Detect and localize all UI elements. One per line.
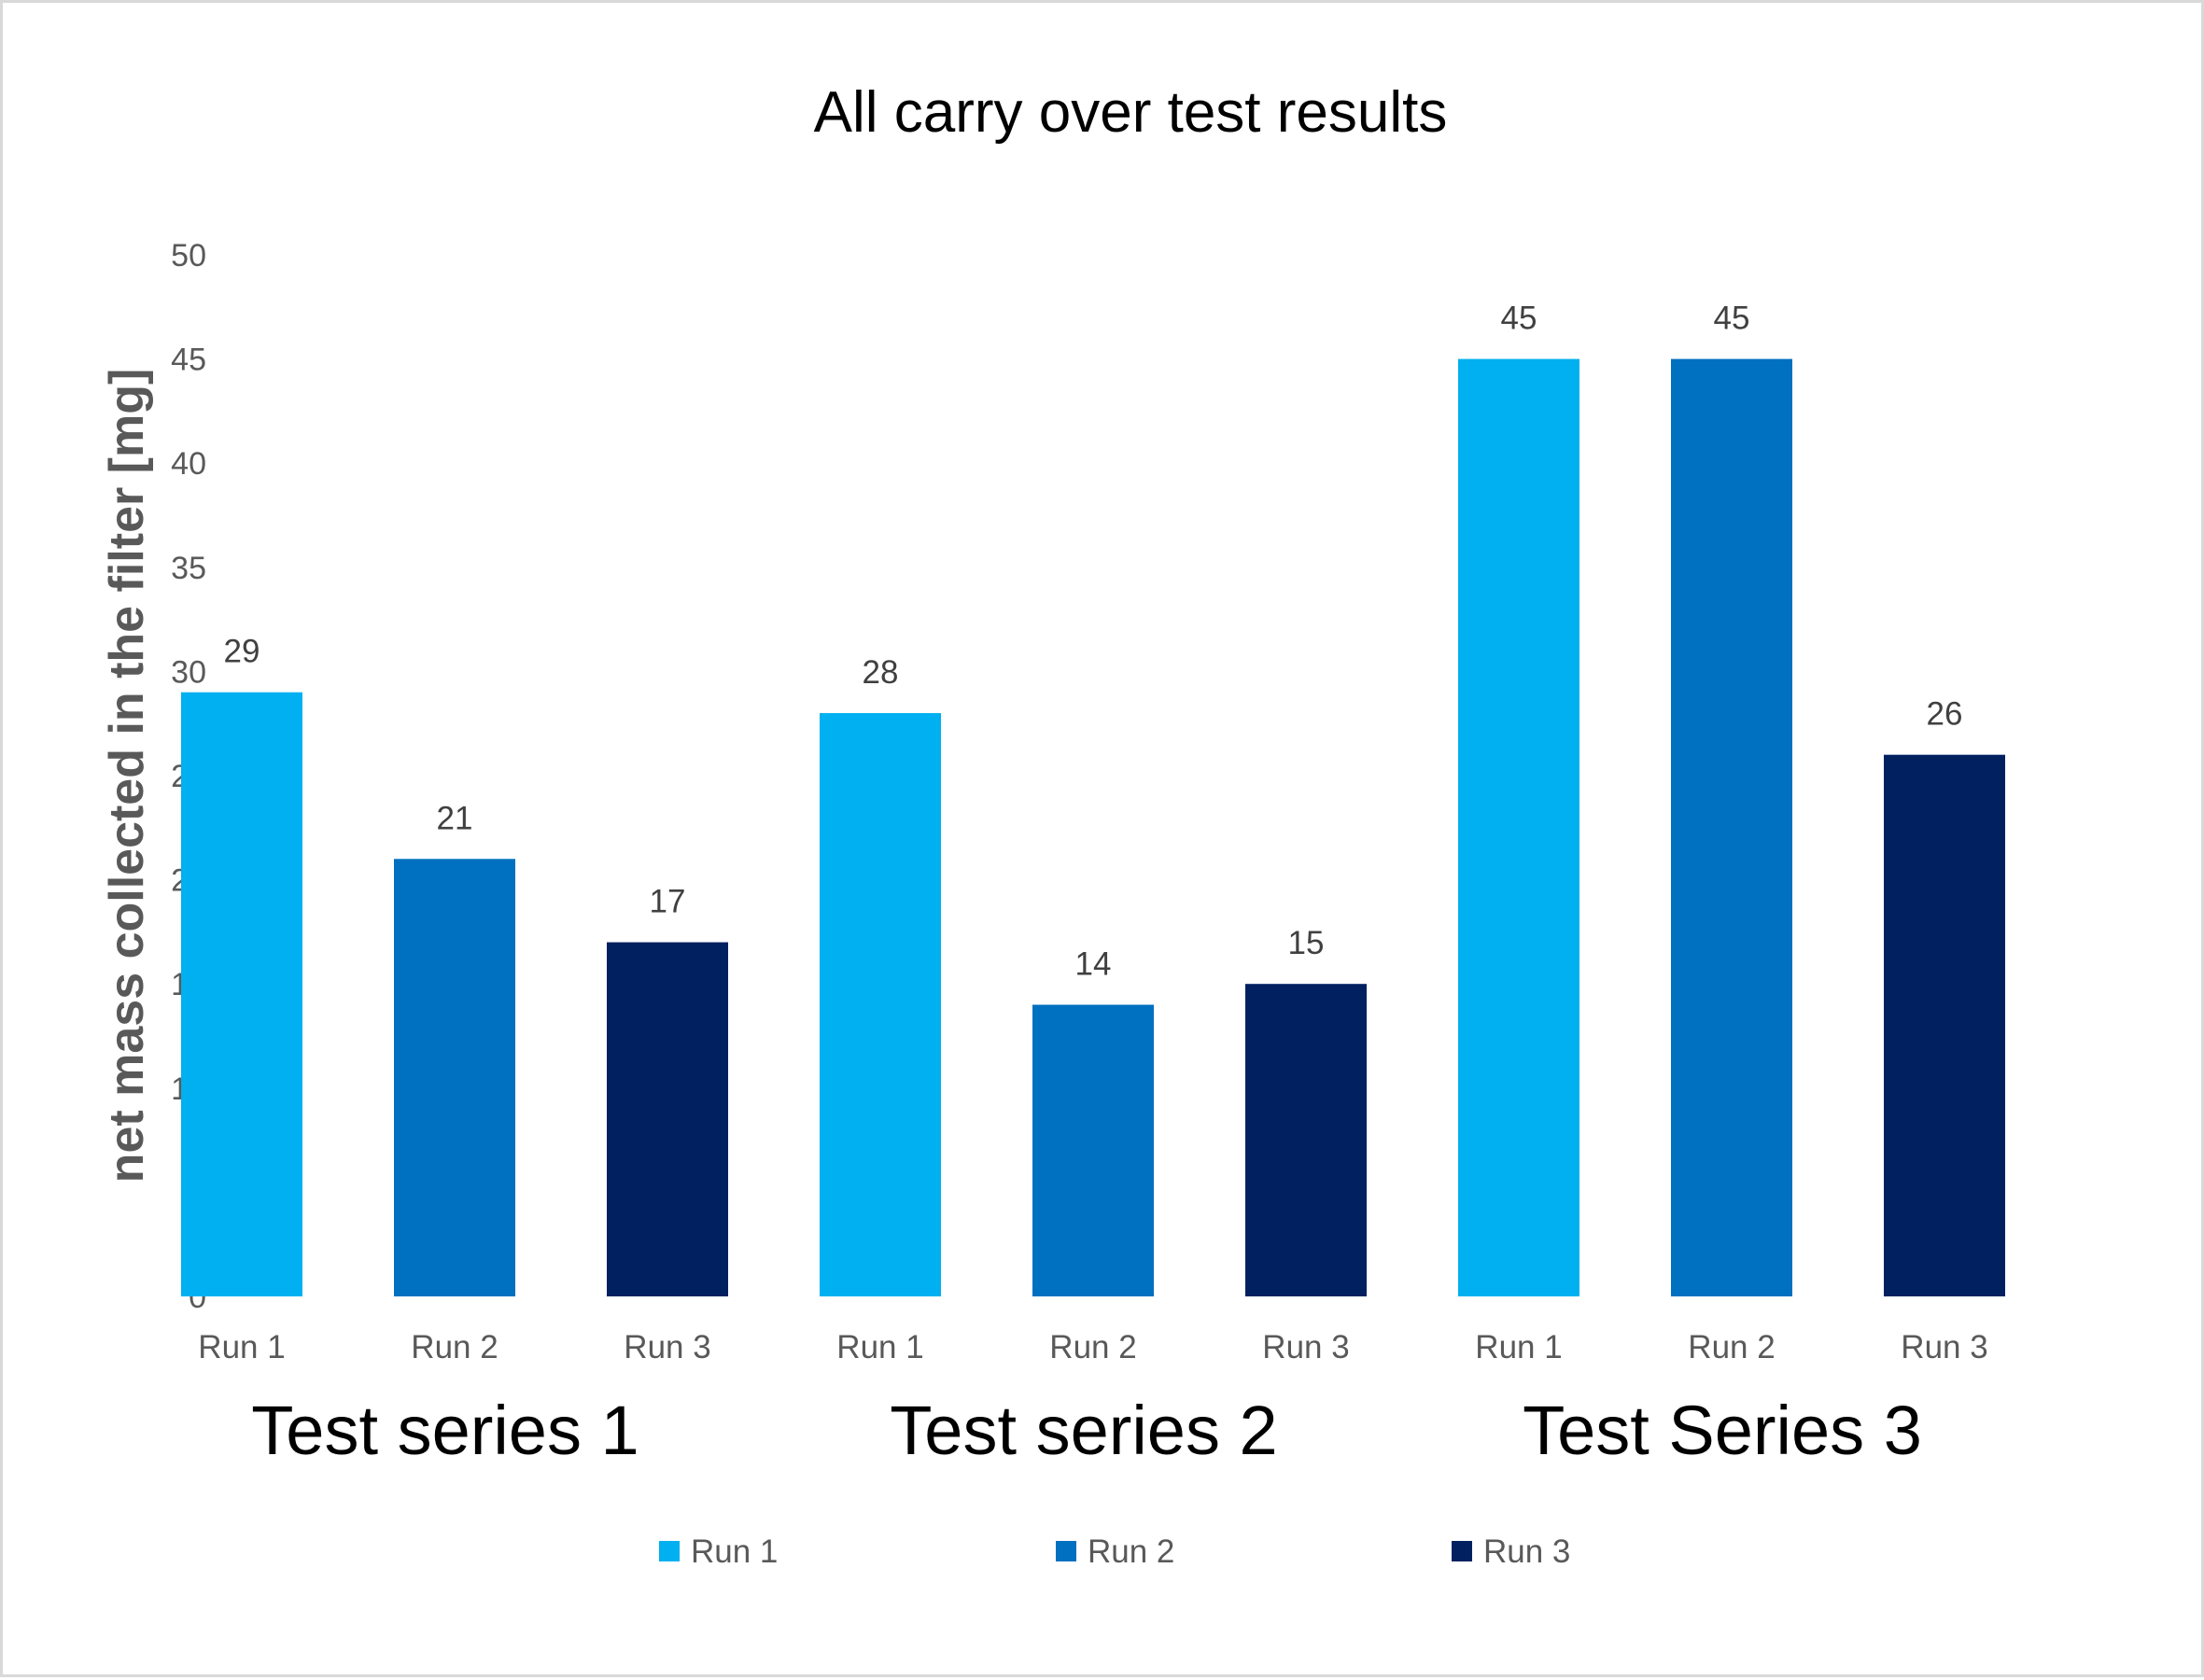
data-label: 21	[437, 800, 473, 836]
category-label: Run 3	[1262, 1329, 1349, 1365]
category-label: Run 3	[1901, 1329, 1987, 1365]
data-label: 14	[1075, 946, 1112, 983]
group-label: Test Series 3	[1523, 1392, 1922, 1469]
data-label: 17	[650, 884, 686, 920]
category-labels: Run 1 Run 2 Run 3 Run 1 Run 2 Run 3 Run 1 Run 2…	[198, 1329, 1987, 1365]
group-labels: Test series 1 Test series 2 Test Series 3	[251, 1392, 1922, 1469]
y-tick-label: 45	[171, 343, 206, 378]
category-label: Run 2	[1049, 1329, 1136, 1365]
bar	[181, 692, 302, 1296]
bar-chart: All carry over test results net mass col…	[100, 80, 2005, 1570]
legend-swatch	[659, 1541, 680, 1561]
data-label: 15	[1288, 925, 1325, 961]
y-tick-label: 50	[171, 238, 206, 273]
data-label: 26	[1927, 696, 1963, 733]
category-label: Run 2	[1688, 1329, 1775, 1365]
bar	[820, 713, 941, 1296]
data-label: 28	[863, 654, 899, 691]
legend-label: Run 2	[1088, 1533, 1174, 1570]
y-tick-label: 40	[171, 446, 206, 482]
data-label: 45	[1501, 301, 1537, 337]
data-label: 45	[1714, 301, 1750, 337]
category-label: Run 3	[624, 1329, 710, 1365]
bar	[1671, 358, 1792, 1297]
chart-title: All carry over test results	[814, 80, 1448, 145]
bar	[1245, 984, 1367, 1296]
data-labels: 29 21 17 28 14 15 45 45 26	[224, 301, 1963, 983]
category-label: Run 1	[1475, 1329, 1562, 1365]
legend-swatch	[1056, 1541, 1076, 1561]
bar	[607, 942, 728, 1296]
bar	[1032, 1004, 1154, 1296]
bars	[181, 358, 2005, 1297]
legend-swatch	[1452, 1541, 1472, 1561]
legend: Run 1 Run 2 Run 3	[659, 1533, 1570, 1570]
category-label: Run 1	[836, 1329, 923, 1365]
bar	[394, 859, 515, 1296]
category-label: Run 1	[198, 1329, 285, 1365]
y-tick-label: 30	[171, 654, 206, 690]
bar	[1884, 754, 2005, 1296]
data-label: 29	[224, 634, 260, 670]
group-label: Test series 2	[890, 1392, 1277, 1469]
y-axis-label: net mass collected in the filter [mg]	[100, 369, 154, 1183]
legend-label: Run 3	[1483, 1533, 1570, 1570]
legend-label: Run 1	[691, 1533, 778, 1570]
category-label: Run 2	[411, 1329, 498, 1365]
y-tick-label: 35	[171, 551, 206, 586]
bar	[1458, 358, 1579, 1297]
group-label: Test series 1	[251, 1392, 639, 1469]
